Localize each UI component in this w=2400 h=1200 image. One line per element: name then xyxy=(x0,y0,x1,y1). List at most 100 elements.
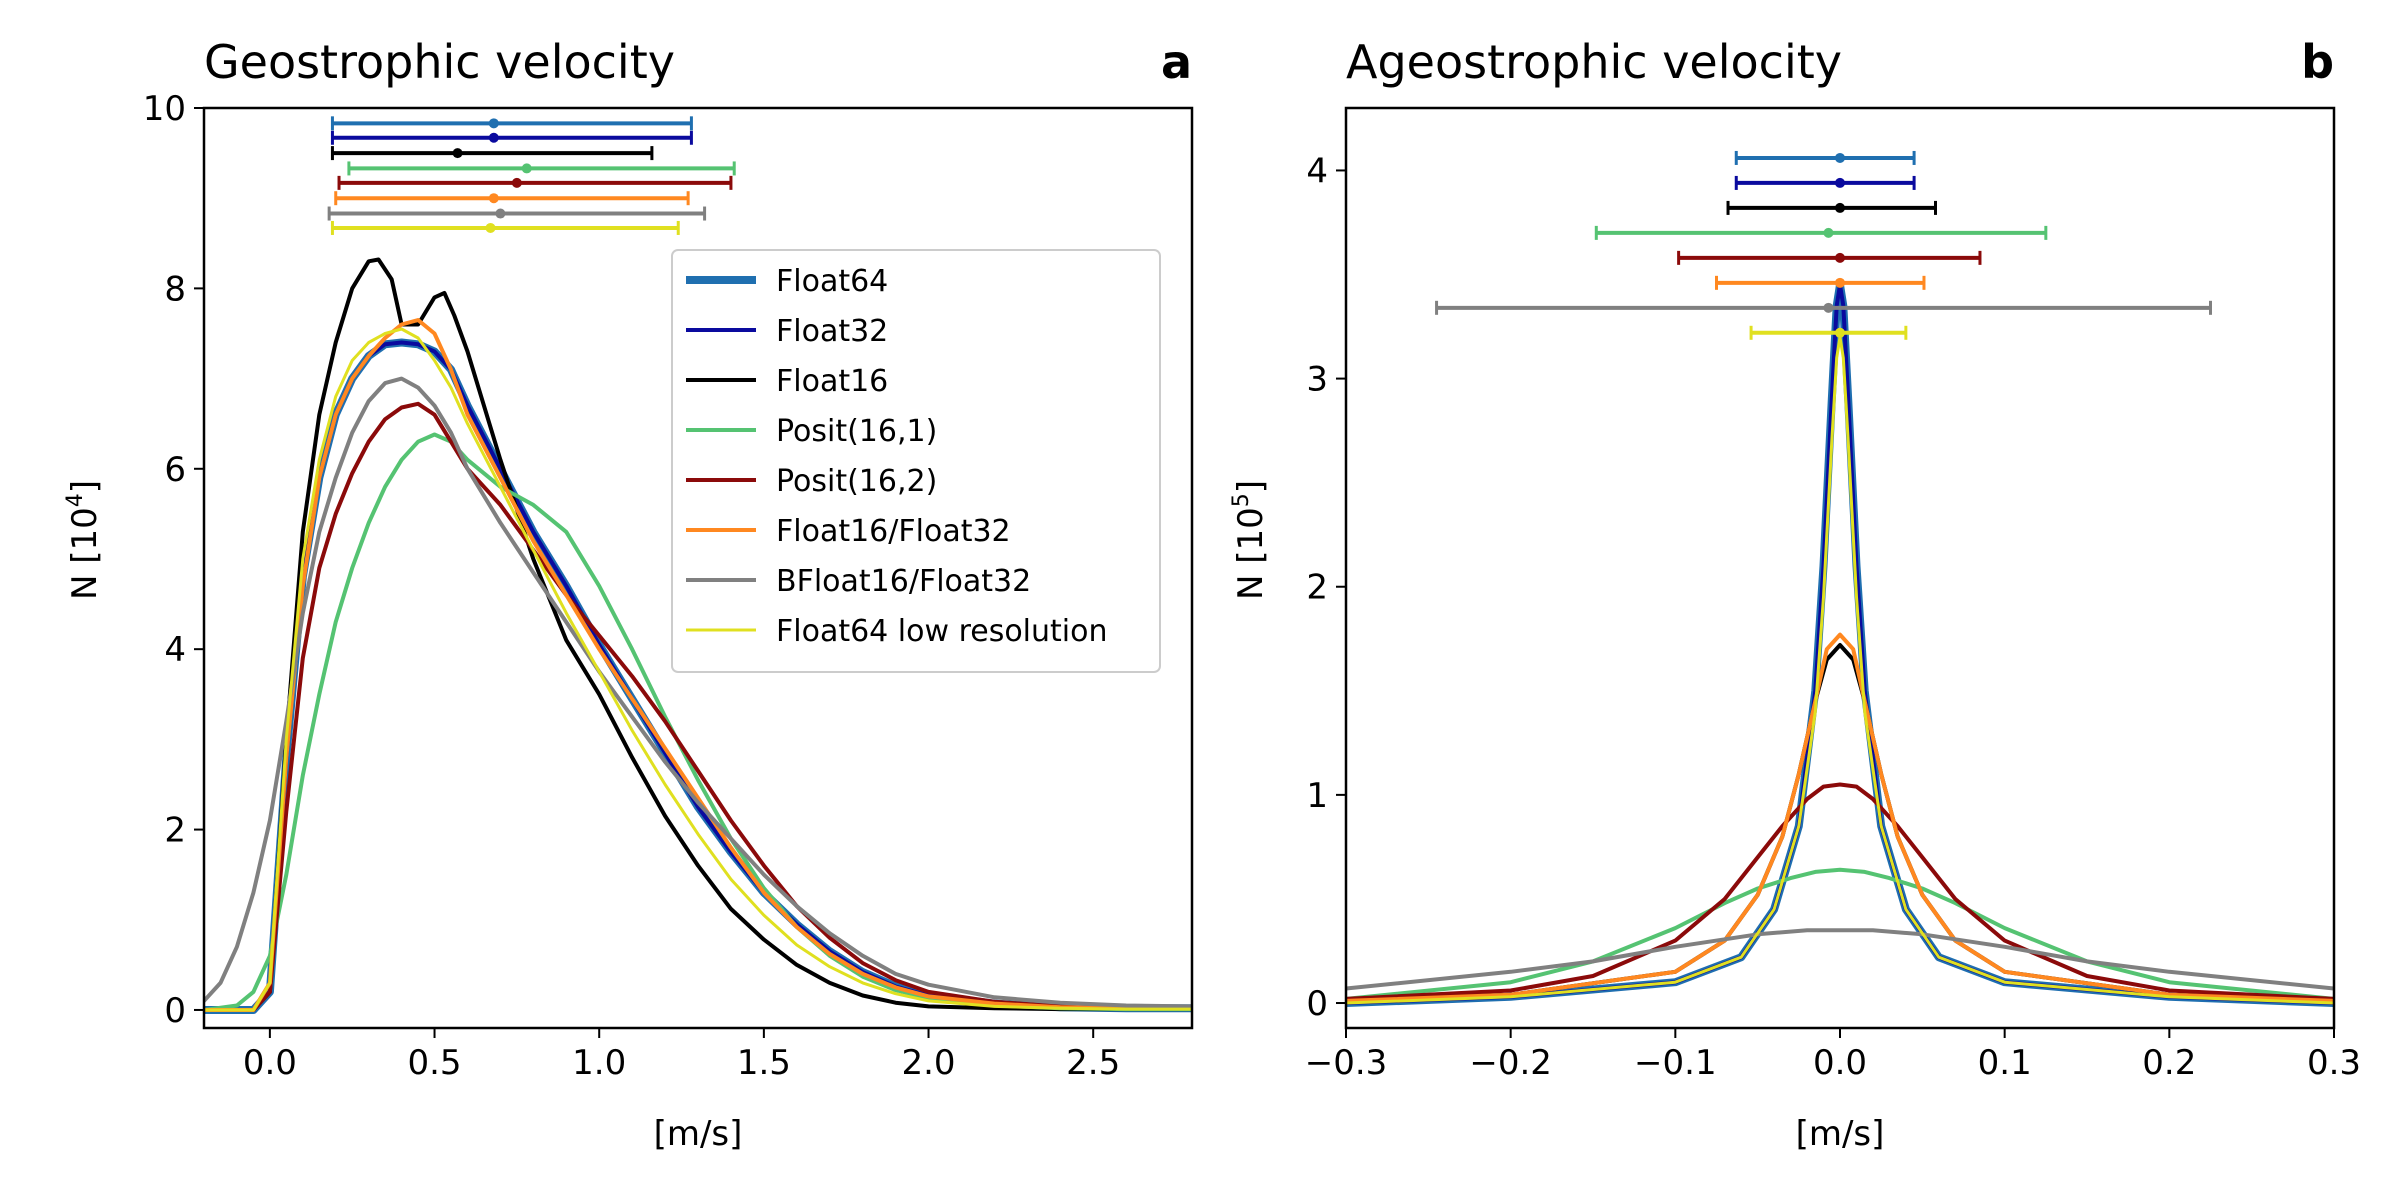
panel-b-xtick-label: −0.1 xyxy=(1634,1043,1717,1083)
errorbar-center-point xyxy=(485,222,496,233)
panel-a-legend: Float64 Float32 Float16 Posit(16,1) Posit(16… xyxy=(671,249,1161,673)
panel-b-ylabel-close: ] xyxy=(1231,480,1271,493)
panel-b-line-posit-16-1 xyxy=(1346,867,2334,1001)
errorbar-center-point xyxy=(488,193,499,204)
panel-a-xtick-label: 2.0 xyxy=(901,1043,955,1083)
panel-b-ylabel: N [105] xyxy=(1229,480,1271,600)
panel-a-line-float16 xyxy=(204,257,1192,1012)
panel-a-errorbar-float64-low-resolution xyxy=(330,220,680,235)
panel-a-ylabel-base: N [10 xyxy=(65,507,105,600)
panel-a-ytick-label: 4 xyxy=(164,630,186,670)
panel-b-ytick-label: 1 xyxy=(1306,776,1328,816)
panel-b-xtick-label: −0.2 xyxy=(1469,1043,1552,1083)
panel-b-errorbar-bfloat16-float32 xyxy=(1435,300,2212,315)
panel-a-errorbar-float16-float32 xyxy=(334,191,690,206)
panel-a-xtick-label: 0.5 xyxy=(407,1043,461,1083)
legend-label: Float32 xyxy=(776,314,888,349)
panel-a-legend-entry-float32: Float32 xyxy=(686,314,888,349)
panel-b-line-bfloat16-float32 xyxy=(1346,928,2334,991)
panel-b-ylabel-exponent: 5 xyxy=(1229,493,1254,507)
errorbar-center-point xyxy=(1835,327,1845,338)
errorbar-center-point xyxy=(1823,302,1834,313)
errorbar-center-point xyxy=(1835,277,1845,288)
errorbar-center-point xyxy=(1823,227,1834,238)
legend-label: Float64 low resolution xyxy=(776,614,1108,649)
panel-b-xtick-label: 0.2 xyxy=(2142,1043,2196,1083)
panel-b-ytick-label: 4 xyxy=(1306,151,1328,191)
panel-a-line-posit-16-1 xyxy=(204,432,1192,1012)
panel-b-xlabel: [m/s] xyxy=(1796,1114,1885,1154)
panel-a-xtick-label: 0.0 xyxy=(243,1043,297,1083)
panel-a-legend-entry-float16: Float16 xyxy=(686,364,888,399)
panel-a-error-bars xyxy=(327,116,736,235)
panel-b-axes-frame xyxy=(1344,106,2336,1030)
panel-a-legend-box xyxy=(671,249,1161,673)
panel-b-xtick-label: 0.1 xyxy=(1978,1043,2032,1083)
panel-a-legend-entry-float16-float32: Float16/Float32 xyxy=(686,514,1011,549)
panel-a-ylabel: N [104] xyxy=(63,480,105,600)
panel-b-xtick-label: 0.3 xyxy=(2307,1043,2361,1083)
panel-a-ylabel-close: ] xyxy=(65,480,105,493)
panel-b-errorbar-float16-float32 xyxy=(1715,275,1926,290)
panel-a-series xyxy=(204,257,1192,1014)
panel-b-title: Ageostrophic velocity xyxy=(1346,35,1842,89)
panel-a-ylabel-exponent: 4 xyxy=(63,493,88,507)
panel-b-xtick-label: 0.0 xyxy=(1813,1043,1867,1083)
panel-a-errorbar-float16 xyxy=(330,146,654,161)
panel-a-errorbar-float32 xyxy=(330,130,693,145)
errorbar-center-point xyxy=(511,177,522,188)
panel-b-errorbar-posit-16-2 xyxy=(1677,250,1982,265)
legend-label: Float64 xyxy=(776,264,888,299)
errorbar-center-point xyxy=(1835,252,1845,263)
panel-a-ytick-label: 8 xyxy=(164,269,186,309)
panel-b-errorbar-float64 xyxy=(1734,150,1916,165)
errorbar-center-point xyxy=(488,118,499,129)
panel-a-ytick-label: 6 xyxy=(164,450,186,490)
panel-b-letter: b xyxy=(2301,35,2334,89)
panel-a-line-float64-low-resolution xyxy=(204,327,1192,1012)
panel-a-ytick-label: 10 xyxy=(143,89,186,129)
panel-b-chart: −0.3 −0.2 −0.1 0.0 0.1 0.2 0.3 0 1 2 3 4 Ageostroph… xyxy=(1229,35,2361,1154)
panel-a-legend-entry-posit-16-1: Posit(16,1) xyxy=(686,414,937,449)
errorbar-center-point xyxy=(452,148,463,159)
panel-a-legend-entry-float64: Float64 xyxy=(686,264,888,299)
panel-b-errorbar-float64-low-resolution xyxy=(1749,325,1908,340)
panel-a-legend-entry-float64-low-resolution: Float64 low resolution xyxy=(686,614,1108,649)
panel-b-ticks: −0.3 −0.2 −0.1 0.0 0.1 0.2 0.3 0 1 2 3 4 xyxy=(1305,151,2361,1083)
legend-label: Posit(16,2) xyxy=(776,464,937,499)
panel-a-xtick-label: 2.5 xyxy=(1066,1043,1120,1083)
panel-a-xtick-label: 1.0 xyxy=(572,1043,626,1083)
panel-a-line-float16-float32 xyxy=(204,318,1192,1012)
panel-a-errorbar-float64 xyxy=(330,116,693,131)
errorbar-center-point xyxy=(488,132,499,143)
panel-b-ytick-label: 0 xyxy=(1306,984,1328,1024)
panel-a-ytick-label: 2 xyxy=(164,811,186,851)
errorbar-center-point xyxy=(1835,202,1845,213)
panel-b-xtick-label: −0.3 xyxy=(1305,1043,1388,1083)
legend-label: Posit(16,1) xyxy=(776,414,937,449)
panel-a-legend-entry-bfloat16-float32: BFloat16/Float32 xyxy=(686,564,1031,599)
panel-a-title: Geostrophic velocity xyxy=(204,35,675,89)
legend-label: Float16 xyxy=(776,364,888,399)
errorbar-center-point xyxy=(521,163,532,174)
panel-a-axes-frame xyxy=(202,106,1194,1030)
panel-a-xlabel: [m/s] xyxy=(654,1114,743,1154)
panel-b-errorbar-float16 xyxy=(1726,200,1938,215)
errorbar-center-point xyxy=(495,208,506,219)
errorbar-center-point xyxy=(1835,152,1845,163)
panel-a-letter: a xyxy=(1161,35,1192,89)
panel-a-line-bfloat16-float32 xyxy=(204,376,1192,1009)
panel-a-errorbar-posit-16-1 xyxy=(347,161,736,176)
panel-a-ytick-label: 0 xyxy=(164,991,186,1031)
panel-b-error-bars xyxy=(1435,150,2212,340)
errorbar-center-point xyxy=(1835,177,1845,188)
panel-a-ticks: 0.0 0.5 1.0 1.5 2.0 2.5 0 2 4 6 8 10 xyxy=(143,89,1121,1083)
legend-label: Float16/Float32 xyxy=(776,514,1011,549)
panel-b-ytick-label: 2 xyxy=(1306,568,1328,608)
panel-b-line-posit-16-2 xyxy=(1346,782,2334,1001)
panel-b-errorbar-float32 xyxy=(1734,175,1916,190)
panel-a-errorbar-posit-16-2 xyxy=(337,175,733,190)
panel-b-errorbar-posit-16-1 xyxy=(1594,225,2048,240)
panel-a-xtick-label: 1.5 xyxy=(737,1043,791,1083)
